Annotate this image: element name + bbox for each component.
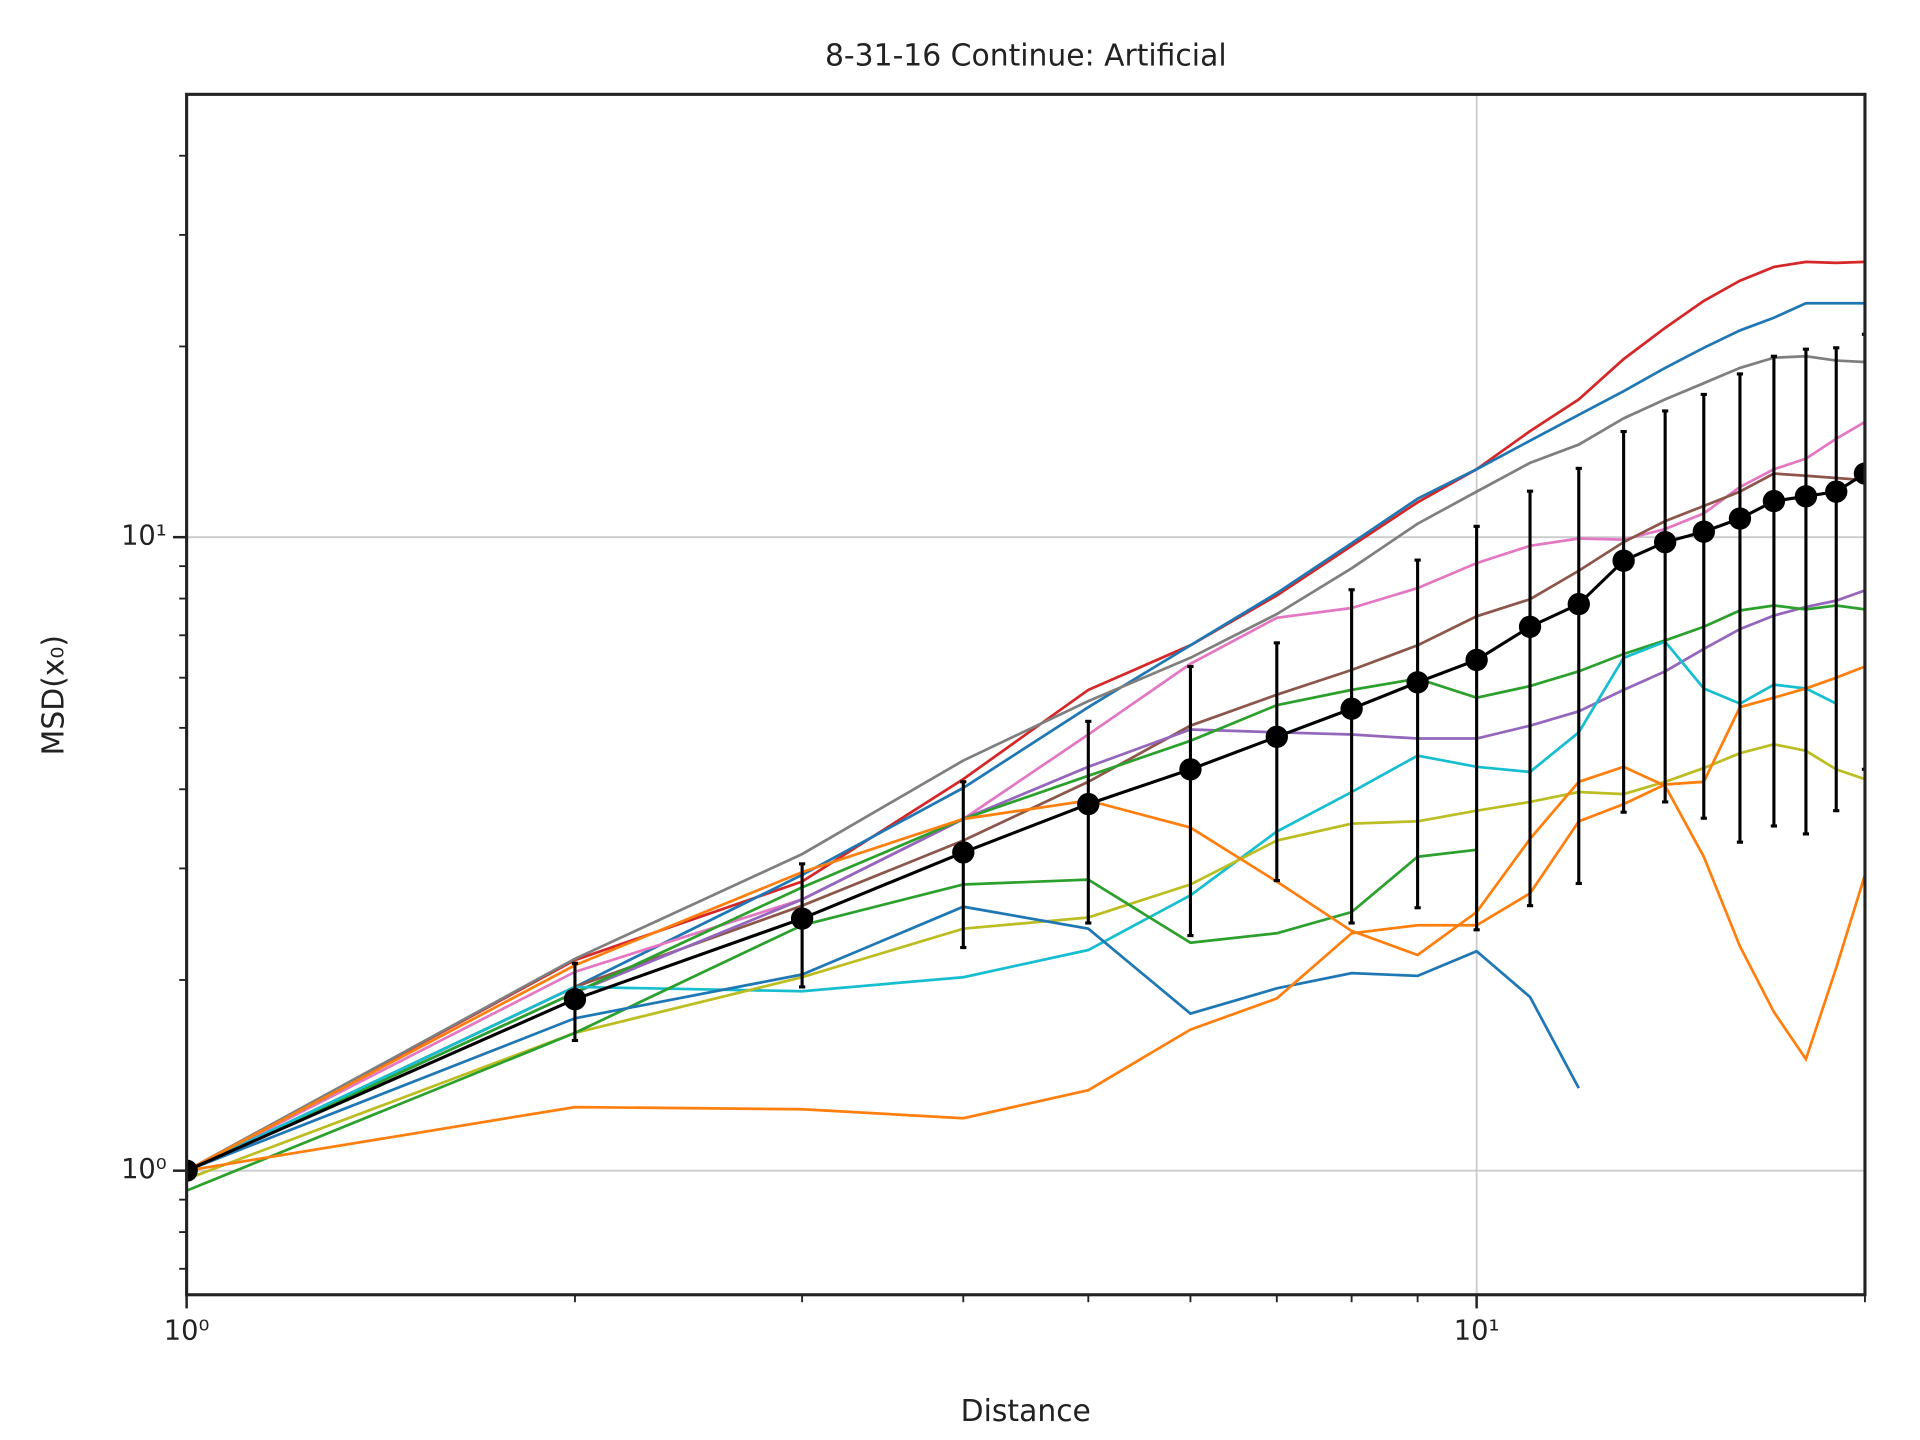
data-point: [1265, 725, 1288, 748]
plot-frame: [185, 92, 1867, 1297]
series-line: [186, 354, 1865, 1172]
y-axis-label: MSD(x₀): [37, 635, 72, 755]
data-point: [1518, 615, 1542, 638]
data-point: [1465, 648, 1488, 672]
chart-title: 8-31-16 Continue: Artificial: [825, 39, 1227, 74]
series-line: [186, 848, 1477, 1192]
data-point: [1567, 592, 1590, 616]
series-line: [186, 301, 1865, 1172]
data-point: [952, 841, 975, 864]
data-point: [1853, 462, 1865, 485]
data-point: [1340, 697, 1363, 720]
data-point: [790, 907, 814, 930]
x-tick-label: 10⁰: [164, 1316, 210, 1347]
series-line: [186, 765, 1865, 1172]
series-line: [186, 260, 1865, 1172]
data-point: [1762, 489, 1786, 513]
series-line: [186, 604, 1865, 1172]
series-line: [186, 665, 1865, 1173]
data-point: [186, 1159, 198, 1182]
data-point: [1794, 485, 1818, 508]
series-line: [186, 472, 1865, 1172]
series-line: [186, 742, 1865, 1181]
data-point: [1612, 549, 1635, 572]
series-line: [186, 420, 1865, 1172]
data-point: [1728, 507, 1752, 530]
data-point: [1825, 480, 1848, 503]
data-point: [1653, 530, 1677, 554]
series-line: [186, 905, 1580, 1172]
series-line: [186, 589, 1865, 1172]
data-point: [1179, 758, 1202, 781]
data-point: [1692, 520, 1715, 543]
y-tick-label: 10¹: [121, 521, 167, 552]
x-axis-label: Distance: [961, 1394, 1091, 1429]
y-tick-label: 10⁰: [121, 1154, 167, 1185]
x-tick-label: 10¹: [1454, 1316, 1500, 1347]
plot-area: [186, 260, 1865, 1192]
data-point: [1077, 792, 1100, 816]
data-point: [563, 988, 587, 1011]
data-point: [1406, 671, 1429, 694]
